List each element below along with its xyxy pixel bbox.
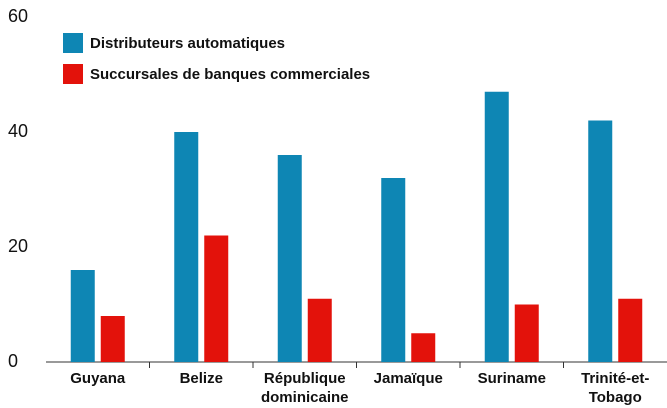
x-tick-label: Trinité-et-Tobago bbox=[581, 370, 650, 406]
bar bbox=[307, 298, 332, 362]
bar bbox=[277, 155, 302, 362]
y-tick-label: 0 bbox=[8, 351, 18, 371]
bar bbox=[174, 132, 199, 362]
x-tick-label: République dominicaine bbox=[260, 370, 349, 406]
x-tick-label: Suriname bbox=[477, 370, 546, 387]
legend-swatch bbox=[63, 33, 83, 53]
bar bbox=[100, 316, 125, 362]
legend-label: Distributeurs automatiques bbox=[90, 35, 285, 52]
x-tick-label: Belize bbox=[179, 370, 223, 387]
y-tick-label: 40 bbox=[8, 121, 28, 141]
bar bbox=[484, 91, 509, 362]
y-tick-label: 20 bbox=[8, 236, 28, 256]
bar bbox=[618, 298, 643, 362]
bar bbox=[588, 120, 613, 362]
x-tick-label: Guyana bbox=[70, 370, 126, 387]
bar bbox=[70, 270, 95, 362]
bar bbox=[411, 333, 436, 362]
bar bbox=[204, 235, 229, 362]
bar bbox=[514, 304, 539, 362]
x-tick-label: Jamaïque bbox=[373, 370, 443, 387]
legend-swatch bbox=[63, 64, 83, 84]
legend-label: Succursales de banques commerciales bbox=[90, 66, 370, 83]
bar bbox=[381, 178, 406, 362]
y-tick-label: 60 bbox=[8, 6, 28, 26]
